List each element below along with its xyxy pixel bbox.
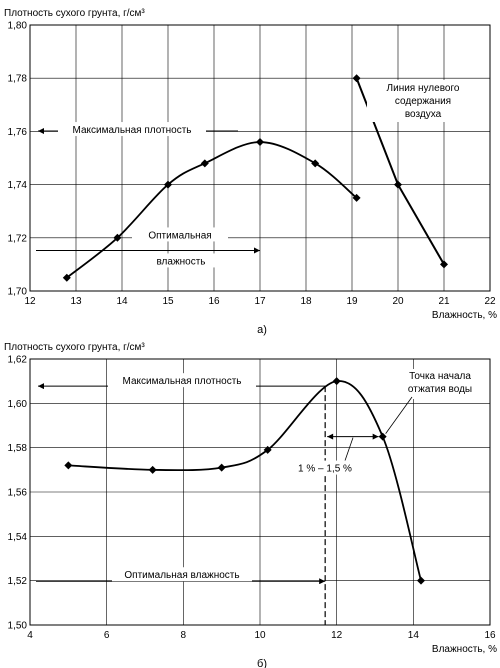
- ytick-a-5: 1,80: [8, 21, 28, 32]
- frame-a: [29, 24, 491, 292]
- label-bg-opt1-a: [132, 227, 228, 242]
- ytick-b-1: 1,52: [8, 576, 28, 587]
- xtick-a-10: 22: [484, 296, 496, 307]
- point-a-0-5: [311, 159, 320, 168]
- label-range-b: 1 % – 1,5 %: [298, 464, 352, 475]
- leader-range-b: [344, 437, 354, 461]
- label-opt-moisture-1-a: Оптимальная: [148, 230, 211, 241]
- point-a-0-3: [200, 159, 209, 168]
- xtick-a-3: 15: [162, 296, 174, 307]
- ytick-a-3: 1,76: [8, 127, 28, 138]
- xtick-a-5: 17: [254, 296, 266, 307]
- label-opt-moisture-2-a: влажность: [156, 256, 205, 267]
- xtick-b-2: 8: [181, 630, 187, 641]
- xtick-b-6: 16: [484, 630, 496, 641]
- leader-water-b: [385, 396, 413, 434]
- point-a-0-0: [62, 273, 71, 282]
- label-bg-range-b: [285, 460, 365, 475]
- point-a-0-4: [256, 138, 264, 147]
- ytick-b-4: 1,58: [8, 443, 28, 454]
- ytick-b-6: 1,62: [8, 355, 28, 366]
- series-b-compaction-curve: [68, 380, 422, 581]
- caption-b: б): [257, 658, 267, 668]
- point-b-0-3: [263, 445, 272, 454]
- caption-a: а): [257, 324, 267, 336]
- label-bg-max-density-b: [108, 373, 256, 388]
- xlabel-b: Влажность, %: [432, 644, 497, 655]
- xtick-b-1: 6: [104, 630, 110, 641]
- point-b-0-1: [148, 465, 157, 474]
- point-b-0-4: [332, 377, 341, 386]
- label-max-density-a: Максимальная плотность: [73, 125, 192, 136]
- ylabel-a: Плотность сухого грунта, г/см³: [4, 8, 145, 19]
- ytick-b-0: 1,50: [8, 621, 28, 632]
- ylabel-b: Плотность сухого грунта, г/см³: [4, 342, 145, 353]
- point-a-1-0: [352, 74, 361, 83]
- label-bg-zero-air-a: [367, 80, 477, 122]
- label-bg-water-b: [388, 369, 488, 399]
- xtick-a-9: 21: [438, 296, 450, 307]
- xtick-a-7: 19: [346, 296, 358, 307]
- xtick-a-4: 16: [208, 296, 220, 307]
- label-zero-air-2-a: содержания: [395, 96, 451, 107]
- point-a-0-1: [113, 233, 122, 242]
- ytick-a-2: 1,74: [8, 180, 28, 191]
- ytick-b-5: 1,60: [8, 399, 28, 410]
- xtick-a-1: 13: [70, 296, 82, 307]
- point-b-0-0: [64, 461, 73, 470]
- ytick-b-3: 1,56: [8, 488, 28, 499]
- ytick-a-4: 1,78: [8, 74, 28, 85]
- label-water-1-b: Точка начала: [409, 371, 471, 382]
- ytick-b-2: 1,54: [8, 532, 28, 543]
- label-bg-max-density-a: [58, 122, 206, 137]
- xtick-a-0: 12: [24, 296, 36, 307]
- label-water-2-b: отжатия воды: [408, 384, 472, 395]
- point-b-0-6: [417, 576, 425, 585]
- label-max-density-b: Максимальная плотность: [123, 376, 242, 387]
- point-b-0-5: [378, 432, 387, 441]
- point-a-1-1: [394, 180, 402, 189]
- point-a-1-2: [440, 260, 448, 269]
- point-a-0-6: [352, 193, 361, 202]
- xtick-a-2: 14: [116, 296, 128, 307]
- xlabel-a: Влажность, %: [432, 310, 497, 321]
- label-bg-opt-b: [112, 567, 252, 582]
- frame-b: [29, 358, 491, 626]
- label-zero-air-3-a: воздуха: [405, 109, 442, 120]
- ytick-a-0: 1,70: [8, 287, 28, 298]
- label-bg-opt2-a: [145, 253, 217, 268]
- xtick-b-0: 4: [27, 630, 33, 641]
- point-a-0-2: [164, 180, 172, 189]
- point-b-0-2: [217, 463, 226, 472]
- xtick-a-6: 18: [300, 296, 312, 307]
- label-opt-moisture-b: Оптимальная влажность: [124, 570, 239, 581]
- label-zero-air-1-a: Линия нулевого: [387, 83, 460, 94]
- xtick-b-3: 10: [254, 630, 266, 641]
- xtick-b-4: 12: [331, 630, 343, 641]
- xtick-a-8: 20: [392, 296, 404, 307]
- ytick-a-1: 1,72: [8, 233, 28, 244]
- xtick-b-5: 14: [408, 630, 420, 641]
